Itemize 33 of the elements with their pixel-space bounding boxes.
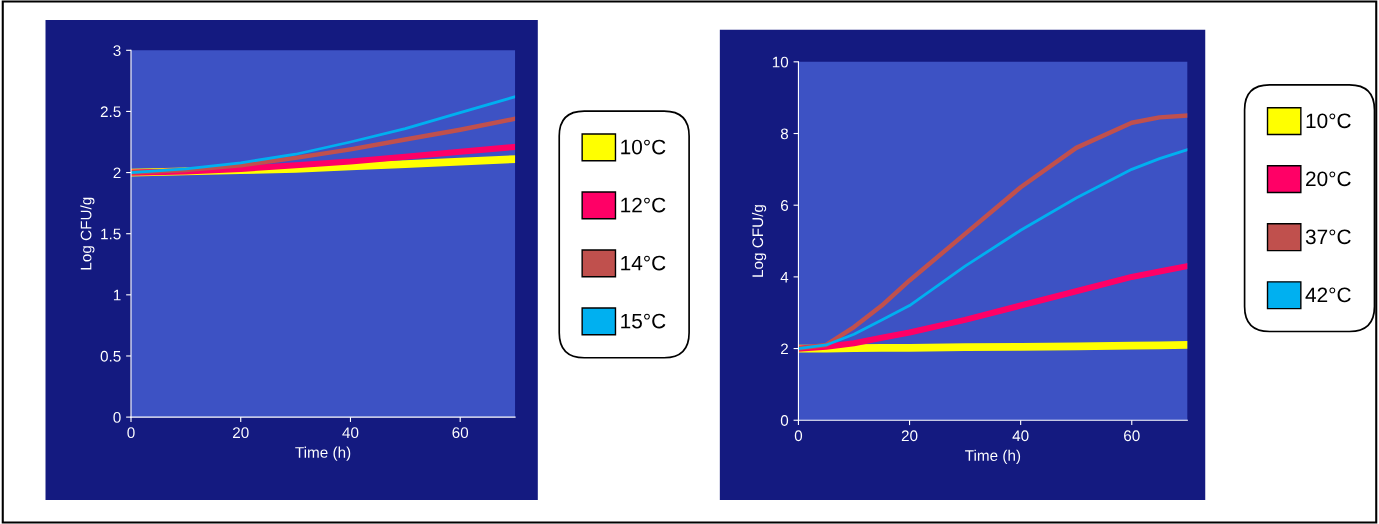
y-tick-label: 1.5 xyxy=(101,228,121,240)
legend-label: 42°C xyxy=(1305,287,1351,303)
y-tick-label: 0 xyxy=(780,415,789,426)
legend-label: 12°C xyxy=(621,197,666,213)
y-tick-label: 3 xyxy=(113,45,121,56)
y-tick-label: 10 xyxy=(772,56,789,68)
x-tick-label: 60 xyxy=(1124,430,1140,442)
y-tick-label: 2.5 xyxy=(100,106,121,118)
y-axis-title: Log CFU/g xyxy=(751,205,767,277)
y-tick-label: 1 xyxy=(113,289,121,301)
x-tick-label: 20 xyxy=(901,430,918,442)
legend-label: 20°C xyxy=(1306,171,1351,187)
legend-label: 37°C xyxy=(1305,229,1351,245)
y-axis-title: Log CFU/g xyxy=(80,197,95,270)
y-tick-label: 2 xyxy=(780,343,788,355)
y-tick-label: 0 xyxy=(113,411,121,423)
y-tick-label: 0.5 xyxy=(100,350,121,362)
legend-label: 10°C xyxy=(621,139,666,155)
legend-label: 15°C xyxy=(621,313,666,329)
legend-label: 14°C xyxy=(621,255,666,271)
y-tick-label: 2 xyxy=(113,167,121,179)
y-tick-label: 4 xyxy=(780,271,789,283)
x-tick-label: 0 xyxy=(794,430,803,442)
x-axis-title: Time (h) xyxy=(965,449,1021,464)
y-tick-label: 8 xyxy=(780,128,789,140)
legend-label: 10°C xyxy=(1306,113,1351,129)
x-tick-label: 40 xyxy=(1012,430,1029,442)
x-tick-label: 60 xyxy=(452,427,469,439)
x-axis-title: Time (h) xyxy=(295,446,351,461)
x-tick-label: 20 xyxy=(233,427,249,439)
y-tick-label: 6 xyxy=(781,200,789,211)
x-tick-label: 40 xyxy=(342,427,359,439)
x-tick-label: 0 xyxy=(127,427,135,439)
